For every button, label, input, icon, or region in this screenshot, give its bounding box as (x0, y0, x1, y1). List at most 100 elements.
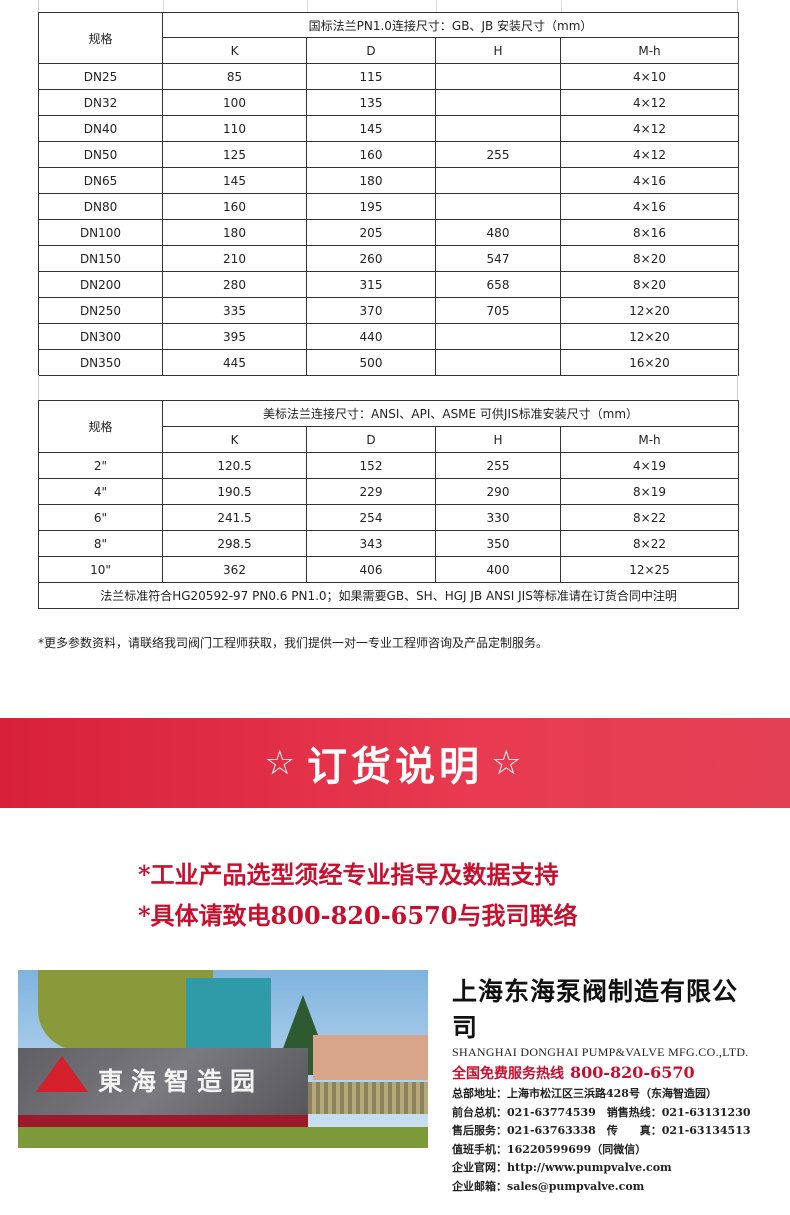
contact-line: 值班手机：16220599699（同微信） (452, 1142, 647, 1156)
table-cell: DN80 (38, 193, 163, 220)
table-cell: DN40 (38, 115, 163, 142)
table-cell: DN350 (38, 349, 163, 376)
table-gap (38, 375, 738, 400)
company-name-en: SHANGHAI DONGHAI PUMP&VALVE MFG.CO.,LTD. (452, 1045, 749, 1059)
table-row: DN65 145 180 4×16 (38, 167, 740, 194)
table-cell: 152 (306, 452, 436, 479)
table-cell: 8×20 (559, 245, 740, 272)
table-cell: 2" (38, 452, 163, 479)
table-cell: 547 (435, 245, 561, 272)
table-row: DN50 125 160 255 4×12 (38, 141, 740, 168)
table-cell: 658 (435, 271, 561, 298)
table-cell: 16×20 (559, 349, 740, 376)
table-cell: DN65 (38, 167, 163, 194)
table-row: DN25 85 115 4×10 (38, 63, 740, 90)
table-row: 4" 190.5 229 290 8×19 (38, 478, 740, 505)
table-cell: 8×19 (559, 478, 740, 505)
col-header: M-h (559, 426, 740, 453)
table-cell (435, 89, 561, 116)
table-cell: DN100 (38, 219, 163, 246)
contact-line: 总部地址：上海市松江区三浜路428号（东海智造园） (452, 1087, 717, 1100)
table-row: DN300 395 440 12×20 (38, 323, 740, 350)
table-row: 2" 120.5 152 255 4×19 (38, 452, 740, 479)
table-cell: 110 (162, 115, 307, 142)
table-cell: 8" (38, 530, 163, 557)
order-line: *工业产品选型须经专业指导及数据支持 (138, 860, 559, 889)
table-cell: 4" (38, 478, 163, 505)
table-cell: 160 (306, 141, 436, 168)
table-cell: 195 (306, 193, 436, 220)
table-cell: 8×16 (559, 219, 740, 246)
factory-photo: 東海智造园 (18, 970, 428, 1148)
table-cell: 343 (306, 530, 436, 557)
table-cell: 4×12 (559, 89, 740, 116)
hotline: 全国免费服务热线 800-820-6570 (452, 1063, 695, 1082)
table-row: DN200 280 315 658 8×20 (38, 271, 740, 298)
table-cell: 445 (162, 349, 307, 376)
table-cell: 135 (306, 89, 436, 116)
table-cell (435, 349, 561, 376)
table-row: DN350 445 500 16×20 (38, 349, 740, 376)
table-cell: DN300 (38, 323, 163, 350)
table-cell: 705 (435, 297, 561, 324)
table-cell: 440 (306, 323, 436, 350)
table-cell: 8×22 (559, 504, 740, 531)
table-row: 10" 362 406 400 12×25 (38, 556, 740, 583)
order-line: *具体请致电800-820-6570与我司联络 (138, 901, 578, 930)
table-cell: 370 (306, 297, 436, 324)
contact-line: 售后服务：021-63763338 传 真：021-63134513 (452, 1124, 751, 1137)
company-name-cn: 上海东海泵阀制造有限公司 (452, 977, 739, 1042)
spec-header: 规格 (38, 400, 163, 453)
table-cell: 100 (162, 89, 307, 116)
table-cell: 10" (38, 556, 163, 583)
col-header: H (435, 426, 561, 453)
table-cell: 260 (306, 245, 436, 272)
table-cell: 362 (162, 556, 307, 583)
table-row: 8" 298.5 343 350 8×22 (38, 530, 740, 557)
table-cell: 12×20 (559, 323, 740, 350)
table-cell: 120.5 (162, 452, 307, 479)
table-cell (435, 193, 561, 220)
table-cell: 241.5 (162, 504, 307, 531)
table-cell: DN150 (38, 245, 163, 272)
table-cell: 500 (306, 349, 436, 376)
table-cell: 4×10 (559, 63, 740, 90)
ansi-flange-table: 规格 美标法兰连接尺寸：ANSI、API、ASME 可供JIS标准安装尺寸（mm… (37, 400, 740, 609)
table-cell: 145 (162, 167, 307, 194)
table-cell: 85 (162, 63, 307, 90)
table-cell: 6" (38, 504, 163, 531)
table-cell (435, 115, 561, 142)
star-icon: ☆ (491, 743, 526, 783)
table-cell: 12×20 (559, 297, 740, 324)
table-cell: 4×16 (559, 193, 740, 220)
table-cell: 12×25 (559, 556, 740, 583)
table-cell (435, 167, 561, 194)
table-cell: 330 (435, 504, 561, 531)
col-header: K (162, 426, 307, 453)
col-header: K (162, 37, 307, 64)
col-header: D (306, 37, 436, 64)
more-info-note: *更多参数资料，请联络我司阀门工程师获取，我们提供一对一专业工程师咨询及产品定制… (38, 636, 549, 650)
table-cell: 395 (162, 323, 307, 350)
company-info: 上海东海泵阀制造有限公司 SHANGHAI DONGHAI PUMP&VALVE… (452, 972, 762, 1196)
table-cell: 350 (435, 530, 561, 557)
table-cell (435, 323, 561, 350)
table-title: 国标法兰PN1.0连接尺寸：GB、JB 安装尺寸（mm） (161, 12, 740, 38)
table-cell: 145 (306, 115, 436, 142)
banner-title: 订货说明 (307, 744, 483, 790)
table-cell: DN250 (38, 297, 163, 324)
table-row: DN100 180 205 480 8×16 (38, 219, 740, 246)
table-cell: 190.5 (162, 478, 307, 505)
table-cell: 280 (162, 271, 307, 298)
table-cell: 255 (435, 452, 561, 479)
table-top-stub (38, 0, 738, 12)
table-cell: 229 (306, 478, 436, 505)
table-cell: 4×19 (559, 452, 740, 479)
table-cell (435, 63, 561, 90)
col-header: M-h (559, 37, 740, 64)
table-cell: DN32 (38, 89, 163, 116)
table-cell: 4×16 (559, 167, 740, 194)
table-cell: 406 (306, 556, 436, 583)
gb-flange-table: 规格 国标法兰PN1.0连接尺寸：GB、JB 安装尺寸（mm） K D H M-… (38, 12, 740, 376)
table-cell: 254 (306, 504, 436, 531)
